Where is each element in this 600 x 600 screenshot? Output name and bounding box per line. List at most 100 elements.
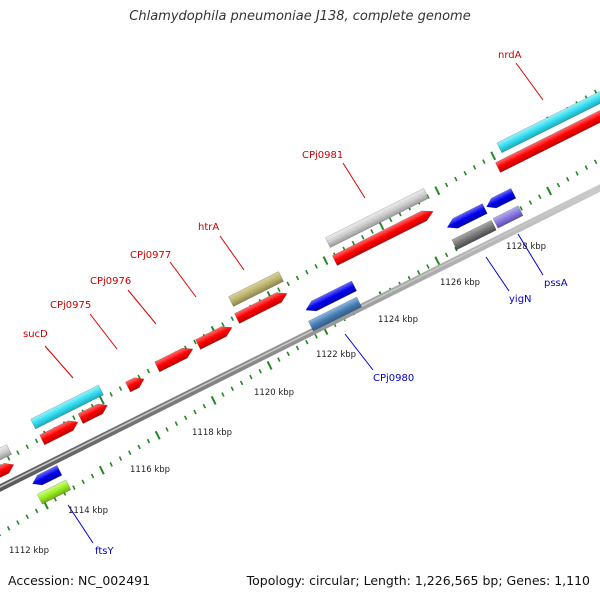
leader-line [169,261,197,298]
gene-label: CPj0977 [130,250,171,261]
cds-cpj0981-arrow [331,210,434,266]
scale-tick [593,89,598,95]
scale-tick [286,281,290,287]
gene-labels: 1112 kbp 1114 kbp 1116 kbp 1118 kbp 1120 kbp… [9,50,568,557]
scale-tick [482,159,486,164]
scale-tick [361,234,365,240]
scale-tick [109,462,113,467]
feature-ftsy-green [36,479,72,505]
scale-tick [137,374,141,380]
scale-tick [277,287,281,292]
gene-label: nrdA [498,50,522,61]
scale-tick [6,456,11,461]
scale-tick [314,264,318,269]
scale-label: 1122 kbp [316,350,356,360]
scale-tick [137,444,141,450]
scale-tick [378,221,385,231]
leader-line [127,289,157,325]
leader-line [67,504,94,544]
cds-cpj0980-arrow [305,280,358,312]
feature-nrda-cyan [496,88,600,154]
scale-tick [295,345,300,351]
leader-line [89,313,118,350]
scale-label: 1116 kbp [130,465,170,475]
scale-tick [258,368,262,374]
scale-label: 1128 kbp [506,242,546,252]
scale-tick [528,200,533,205]
backbone-line [0,184,600,492]
gene-label: CPj0981 [302,150,343,161]
scale-tick [16,450,20,455]
scale-tick [322,256,329,266]
map-title: Chlamydophila pneumoniae J138, complete … [129,9,471,24]
scale-label: 1112 kbp [9,546,49,556]
scale-tick [154,430,161,440]
scale-tick [575,171,579,176]
scale-tick [584,165,589,170]
feature-yign-darkgrey [451,219,497,251]
scale-tick [118,456,123,461]
scale-tick [221,392,225,397]
scale-tick [174,421,179,426]
accession-label: Accession: NC_002491 [8,573,151,588]
scale-tick [109,392,113,397]
scale-tick [16,520,20,525]
cds-pssa-arrow [486,187,517,209]
gene-label: pssA [544,278,568,289]
scale-tick [426,264,430,269]
feature-htra-olive [228,271,284,307]
scale-label: 1118 kbp [192,428,232,438]
leader-line [342,162,366,199]
scale-tick [34,508,39,514]
scale-tick [34,438,39,444]
scale-tick [98,395,105,405]
scale-tick [490,151,497,161]
scale-tick [6,526,11,531]
leader-line [44,345,74,379]
scale-tick [98,465,105,475]
cds-htra-arrow [234,292,288,324]
scale-tick [434,256,441,266]
feature-cpj0980-steel [307,296,363,332]
scale-tick [434,186,441,196]
scale-tick [426,194,430,199]
genome-backbone [0,184,600,492]
scale-tick [556,182,561,188]
scale-tick [118,386,123,391]
scale-tick [454,246,458,252]
scale-tick [72,485,76,490]
scale-label: 1114 kbp [68,506,108,516]
cds-ftsy-arrow [32,464,63,486]
gene-label: CPj0980 [373,373,414,384]
leader-line [219,235,245,271]
genome-summary: Topology: circular; Length: 1,226,565 bp… [246,573,590,588]
feature-sucd-cyan [30,384,104,430]
scale-tick [266,360,273,370]
cds-sucd-arrow-b [77,403,108,425]
scale-tick [454,176,458,182]
scale-tick [472,165,477,170]
scale-label: 1124 kbp [378,315,418,325]
scale-tick [183,415,188,421]
scale-tick [25,444,29,450]
scale-tick [210,395,217,405]
scale-tick [146,438,151,444]
scale-tick [165,427,169,432]
scale-tick [202,403,207,409]
scale-tick [416,270,421,275]
scale-tick [370,229,374,234]
feature-cpj0981-grey [324,188,430,248]
scale-tick [53,496,57,502]
label-leader-lines [44,62,544,544]
scale-tick [72,415,76,420]
scale-tick [249,374,253,380]
feature-pssa-violet [492,205,524,229]
gene-label: ftsY [95,546,114,557]
gene-label: CPj0975 [50,300,91,311]
scale-tick [305,269,309,275]
scale-tick [239,380,244,386]
scale-tick [90,473,95,479]
cds-cpj0975-arrow [125,377,145,393]
scale-tick [593,159,598,165]
